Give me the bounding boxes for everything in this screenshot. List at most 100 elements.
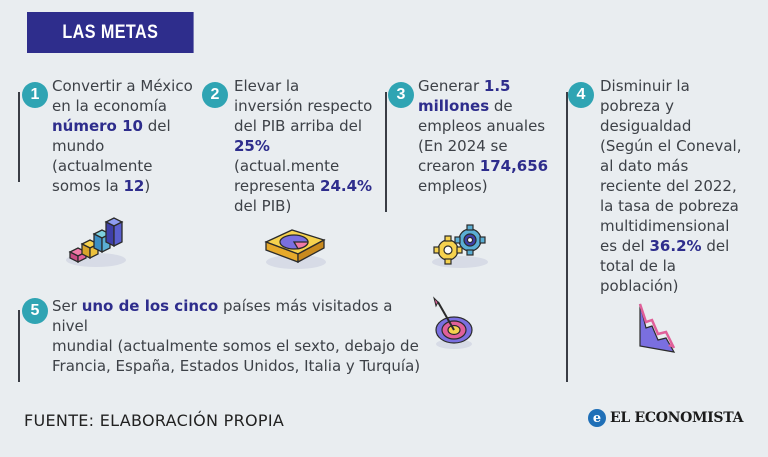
highlight-text: millones (418, 97, 490, 115)
body-text: crearon (418, 157, 480, 175)
goal-5-divider (18, 310, 20, 382)
goal-4-line: es del 36.2% del (600, 236, 760, 256)
body-text: mundo (52, 137, 105, 155)
body-text: del (142, 117, 171, 135)
body-text: somos la (52, 177, 124, 195)
body-text: total de la (600, 257, 676, 275)
goal-4-line: población) (600, 276, 760, 296)
highlight-text: número 10 (52, 117, 143, 135)
goal-4-line: desigualdad (600, 116, 760, 136)
goal-4-divider (566, 92, 568, 382)
goal-4-line: pobreza y (600, 96, 760, 116)
body-text: Ser (52, 297, 82, 315)
goal-4-line: (Según el Coneval, (600, 136, 760, 156)
goal-3-line: millones de (418, 96, 568, 116)
goal-5-line: mundial (actualmente somos el sexto, deb… (52, 336, 432, 356)
body-text: Elevar la (234, 77, 300, 95)
body-text: (Según el Coneval, (600, 137, 742, 155)
highlight-text: 24.4% (320, 177, 373, 195)
body-text: ) (144, 177, 151, 195)
goal-1-line: somos la 12) (52, 176, 202, 196)
highlight-text: 36.2% (649, 237, 702, 255)
declining-chart-icon (636, 300, 678, 360)
gears-icon (430, 220, 490, 274)
goal-5-line: Ser uno de los cinco países más visitado… (52, 296, 432, 336)
goal-2-line: 25% (234, 136, 384, 156)
goal-3-text: Generar 1.5 millones de empleos anuales (En… (418, 76, 568, 196)
goal-1-line: mundo (52, 136, 202, 156)
goal-3-line: empleos) (418, 176, 568, 196)
body-text: es del (600, 237, 650, 255)
goal-2-line: (actual.mente (234, 156, 384, 176)
goal-4-line: la tasa de pobreza (600, 196, 760, 216)
goal-3-line: Generar 1.5 (418, 76, 568, 96)
body-text: del PIB) (234, 197, 292, 215)
body-text: en la economía (52, 97, 167, 115)
body-text: al dato más (600, 157, 689, 175)
goal-5-badge: 5 (22, 298, 48, 324)
body-text: Disminuir la (600, 77, 690, 95)
body-text: países más visitados a nivel (52, 297, 393, 335)
goal-3-divider (385, 92, 387, 212)
goal-1-line: Convertir a México (52, 76, 202, 96)
goal-2-line: del PIB arriba del (234, 116, 384, 136)
body-text: del PIB arriba del (234, 117, 363, 135)
goal-3-badge: 3 (388, 82, 414, 108)
goal-2-line: representa 24.4% (234, 176, 384, 196)
body-text: (En 2024 se (418, 137, 508, 155)
body-text: de (489, 97, 513, 115)
body-text: empleos) (418, 177, 488, 195)
highlight-text: 12 (123, 177, 145, 195)
body-text: empleos anuales (418, 117, 546, 135)
goal-3-line: (En 2024 se (418, 136, 568, 156)
highlight-text: uno de los cinco (81, 297, 219, 315)
body-text: población) (600, 277, 679, 295)
brand-logo-icon: e (588, 409, 606, 427)
body-text: pobreza y (600, 97, 674, 115)
goal-3-line: crearon 174,656 (418, 156, 568, 176)
goal-2-badge: 2 (202, 82, 228, 108)
body-text: reciente del 2022, (600, 177, 737, 195)
body-text: del (701, 237, 730, 255)
goal-4-line: al dato más (600, 156, 760, 176)
goal-3-line: empleos anuales (418, 116, 568, 136)
goal-2-text: Elevar la inversión respecto del PIB arrib… (234, 76, 384, 216)
highlight-text: 25% (234, 137, 270, 155)
brand-name: EL ECONOMISTA (610, 410, 744, 426)
goal-1-line: número 10 del (52, 116, 202, 136)
source-note: FUENTE: ELABORACIÓN PROPIA (24, 411, 285, 430)
body-text: la tasa de pobreza (600, 197, 739, 215)
goal-4-text: Disminuir la pobreza y desigualdad (Según e… (600, 76, 760, 296)
bar-chart-icon (64, 214, 128, 274)
goal-4-line: Disminuir la (600, 76, 760, 96)
body-text: Francia, España, Estados Unidos, Italia … (52, 357, 421, 375)
goal-5-line: Francia, España, Estados Unidos, Italia … (52, 356, 432, 376)
goal-1-line: en la economía (52, 96, 202, 116)
target-icon (430, 296, 478, 356)
body-text: representa (234, 177, 321, 195)
goal-1-divider (18, 92, 20, 182)
goal-4-line: multidimensional (600, 216, 760, 236)
body-text: (actualmente (52, 157, 153, 175)
highlight-text: 1.5 (483, 77, 511, 95)
pie-chart-icon (262, 224, 328, 274)
page-title: LAS METAS (27, 12, 194, 53)
goal-1-text: Convertir a México en la economía número 1… (52, 76, 202, 196)
goal-1-badge: 1 (22, 82, 48, 108)
highlight-text: 174,656 (479, 157, 549, 175)
goal-5-text: Ser uno de los cinco países más visitado… (52, 296, 432, 376)
body-text: multidimensional (600, 217, 730, 235)
goal-4-line: total de la (600, 256, 760, 276)
goal-2-line: Elevar la (234, 76, 384, 96)
brand-logo: e EL ECONOMISTA (588, 409, 743, 427)
body-text: (actual.mente (234, 157, 340, 175)
goal-2-line: del PIB) (234, 196, 384, 216)
body-text: Convertir a México (52, 77, 193, 95)
goal-4-badge: 4 (568, 82, 594, 108)
body-text: desigualdad (600, 117, 692, 135)
body-text: inversión respecto (234, 97, 373, 115)
goal-2-line: inversión respecto (234, 96, 384, 116)
goal-1-line: (actualmente (52, 156, 202, 176)
goal-4-line: reciente del 2022, (600, 176, 760, 196)
body-text: mundial (actualmente somos el sexto, deb… (52, 337, 419, 355)
